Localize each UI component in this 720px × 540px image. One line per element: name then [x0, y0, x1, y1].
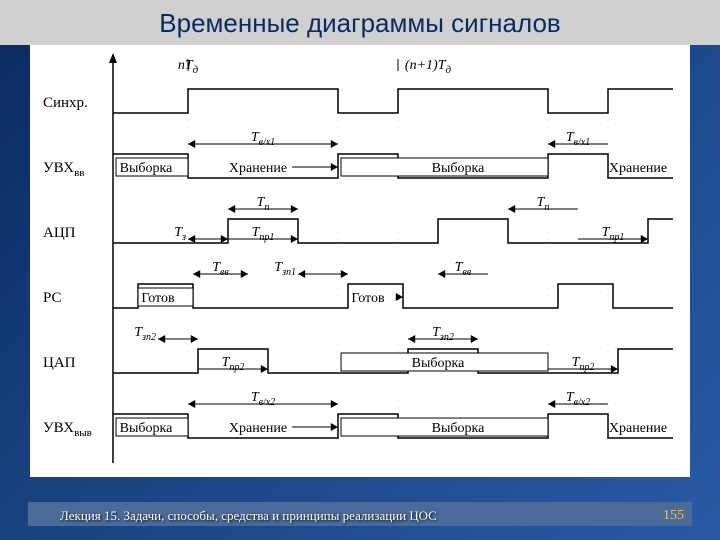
svg-text:Tпр2: Tпр2: [572, 355, 595, 373]
svg-text:Выборка: Выборка: [120, 421, 173, 436]
svg-text:РС: РС: [43, 290, 62, 306]
svg-text:Tзп1: Tзп1: [274, 260, 296, 278]
svg-text:Tв/х1: Tв/х1: [251, 130, 275, 148]
slide-title: Временные диаграммы сигналов: [0, 0, 720, 45]
svg-text:Синхр.: Синхр.: [43, 95, 88, 111]
svg-text:Tпр2: Tпр2: [222, 355, 245, 373]
svg-text:Tв/х2: Tв/х2: [566, 390, 590, 408]
svg-text:Хранение: Хранение: [609, 161, 667, 176]
timing-diagram: nТд (n+1)Tд Синхр. УВХвв Tв/х1 Tв/х1 Выборка Хр…: [38, 53, 678, 473]
svg-text:Tзп2: Tзп2: [134, 325, 156, 343]
svg-text:ЦАП: ЦАП: [43, 355, 76, 371]
svg-text:Tп: Tп: [257, 195, 270, 213]
svg-text:Tв/х1: Tв/х1: [566, 130, 590, 148]
svg-text:УВХвв: УВХвв: [43, 160, 84, 179]
svg-text:Выборка: Выборка: [432, 161, 485, 176]
svg-text:Хранение: Хранение: [609, 421, 667, 436]
footer-text: Лекция 15. Задачи, способы, средства и п…: [60, 508, 437, 524]
svg-text:Tвв: Tвв: [455, 260, 472, 278]
svg-text:УВХвыв: УВХвыв: [43, 420, 92, 439]
svg-text:Выборка: Выборка: [432, 421, 485, 436]
svg-text:Выборка: Выборка: [120, 161, 173, 176]
svg-text:nТд: nТд: [178, 58, 199, 76]
svg-text:Tп: Tп: [537, 195, 550, 213]
svg-text:Tвв: Tвв: [212, 260, 229, 278]
svg-text:Tз: Tз: [174, 225, 186, 243]
svg-text:Tв/х2: Tв/х2: [251, 390, 275, 408]
svg-text:(n+1)Tд: (n+1)Tд: [405, 58, 452, 76]
svg-text:Tпр1: Tпр1: [602, 225, 625, 243]
svg-text:Готов: Готов: [351, 291, 385, 306]
svg-text:Выборка: Выборка: [412, 356, 465, 371]
svg-text:АЦП: АЦП: [43, 225, 76, 241]
page-number: 155: [663, 508, 684, 524]
svg-text:Хранение: Хранение: [229, 161, 287, 176]
svg-text:Tпр1: Tпр1: [252, 225, 275, 243]
timing-diagram-panel: nТд (n+1)Tд Синхр. УВХвв Tв/х1 Tв/х1 Выборка Хр…: [30, 45, 690, 477]
svg-text:Хранение: Хранение: [229, 421, 287, 436]
svg-text:Tзп2: Tзп2: [432, 325, 454, 343]
svg-text:Готов: Готов: [141, 291, 175, 306]
